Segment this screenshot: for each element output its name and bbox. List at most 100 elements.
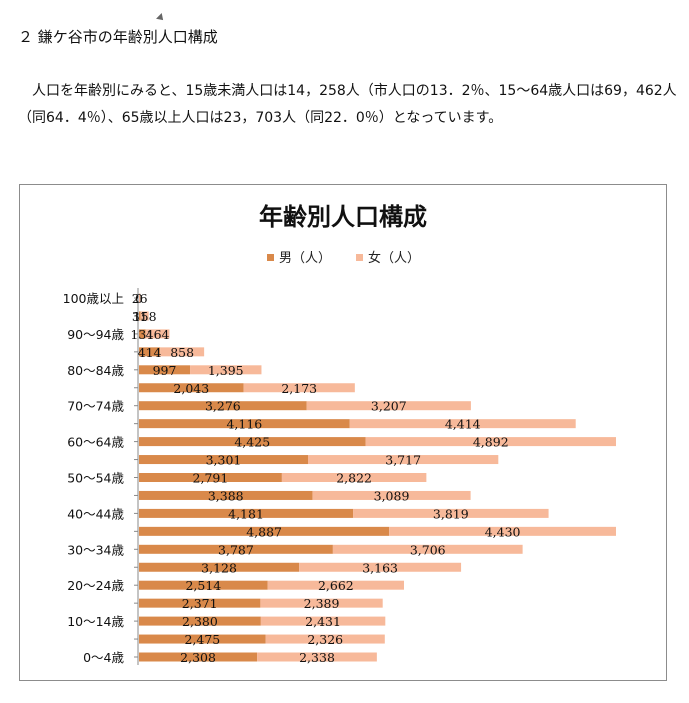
bar-female	[257, 652, 377, 662]
mouse-cursor-icon	[156, 13, 166, 23]
bar-male	[139, 580, 268, 590]
intro-paragraph: 人口を年齢別にみると、15歳未満人口は14，258人（市人口の13．2％、15〜…	[18, 83, 677, 126]
bar-male	[139, 329, 146, 339]
bar-female	[265, 634, 385, 644]
bar-male	[139, 419, 350, 429]
legend-female-label: 女（人）	[368, 250, 420, 266]
bar-female	[306, 401, 471, 411]
bar-male	[139, 347, 161, 357]
legend-male-swatch	[267, 254, 274, 261]
data-label-male: 4,887	[246, 524, 282, 539]
data-label-male: 4,425	[234, 435, 270, 450]
category-label: 60〜64歳	[67, 435, 124, 450]
bar-female	[145, 329, 170, 339]
bar-female	[365, 437, 616, 447]
data-label-male: 414	[138, 345, 162, 360]
bar-female	[389, 526, 616, 536]
category-label: 100歳以上	[63, 291, 124, 306]
bar-female	[260, 616, 386, 626]
data-label-female: 2,326	[307, 632, 343, 647]
bar-female	[139, 293, 141, 303]
data-label-female: 1,395	[208, 363, 244, 378]
bar-male	[139, 311, 141, 321]
category-label: 90〜94歳	[67, 327, 124, 342]
bar-male	[139, 598, 261, 608]
bar-female	[353, 508, 549, 518]
data-label-male: 2,791	[193, 471, 229, 486]
bar-male	[139, 508, 354, 518]
bar-female	[281, 473, 427, 482]
data-label-male: 2,043	[173, 381, 209, 396]
bar-female	[160, 347, 205, 357]
data-label-male: 2,514	[185, 578, 221, 593]
data-label-female: 464	[146, 327, 170, 342]
bar-female	[312, 490, 471, 500]
category-label: 80〜84歳	[67, 363, 124, 378]
bar-male	[139, 365, 191, 375]
bar-male	[139, 383, 244, 393]
data-label-female: 3,706	[410, 542, 446, 557]
data-label-male: 997	[153, 363, 177, 378]
chart-title: 年齢別人口構成	[259, 202, 427, 231]
data-label-female: 2,173	[281, 381, 317, 396]
bar-female	[299, 562, 462, 572]
category-label: 0〜4歳	[83, 650, 124, 665]
bar-male	[139, 455, 309, 465]
data-label-male: 2,380	[182, 614, 218, 629]
data-label-female: 2,822	[336, 471, 372, 486]
data-label-male: 3,276	[205, 399, 241, 414]
data-label-female: 3,163	[362, 560, 398, 575]
data-label-female: 3,819	[433, 506, 469, 521]
category-label: 40〜44歳	[67, 506, 124, 521]
data-label-female: 158	[133, 309, 157, 324]
section-heading: ２ 鎌ケ谷市の年齢別人口構成	[18, 28, 218, 46]
legend: 男（人） 女（人）	[267, 250, 420, 266]
bar-female	[260, 598, 383, 608]
plot-area: 2,308 2,338 0〜4歳 2,475 2,326 2,380 2,431 10〜14歳…	[63, 288, 616, 665]
data-label-female: 4,430	[485, 524, 521, 539]
bar-female	[140, 311, 149, 321]
bar-female	[332, 544, 523, 554]
bar-female	[349, 419, 576, 429]
data-label-female: 2,389	[304, 596, 340, 611]
data-label-male: 0	[135, 291, 143, 306]
data-label-male: 4,116	[226, 417, 262, 432]
legend-male-label: 男（人）	[279, 251, 331, 266]
bar-male	[139, 437, 366, 447]
data-label-male: 31	[132, 309, 148, 324]
data-label-female: 4,414	[445, 417, 481, 432]
data-label-female: 858	[170, 345, 194, 360]
bar-female	[267, 580, 404, 590]
data-label-male: 3,388	[208, 488, 244, 503]
legend-female-swatch	[356, 254, 363, 261]
category-label: 50〜54歳	[67, 471, 124, 486]
bar-male	[139, 616, 261, 626]
data-label-male: 2,308	[180, 650, 216, 665]
data-label-male: 3,787	[218, 542, 254, 557]
data-label-male: 2,475	[184, 632, 220, 647]
category-label: 10〜14歳	[67, 614, 124, 629]
category-label: 20〜24歳	[67, 578, 124, 593]
bar-male	[139, 544, 333, 554]
chart-container: 年齢別人口構成 男（人） 女（人） 2,308 2,338 0〜4歳 2,475 2,3…	[19, 184, 667, 681]
data-label-female: 3,089	[374, 488, 410, 503]
bar-female	[308, 455, 499, 465]
data-label-male: 2,371	[182, 596, 218, 611]
data-label-female: 3,207	[371, 399, 407, 414]
bar-male	[139, 401, 307, 411]
data-label-male: 3,301	[206, 453, 242, 468]
bar-female	[190, 365, 262, 375]
category-label: 70〜74歳	[67, 399, 124, 414]
data-label-female: 2,662	[318, 578, 354, 593]
data-label-female: 3,717	[385, 453, 421, 468]
bar-male	[139, 562, 300, 572]
bar-male	[139, 634, 266, 644]
bar-female	[243, 383, 355, 393]
data-label-female: 2,431	[305, 614, 341, 629]
bar-male	[139, 490, 313, 500]
data-label-male: 4,181	[228, 506, 264, 521]
category-label: 30〜34歳	[67, 542, 124, 557]
data-label-female: 26	[132, 291, 148, 306]
bar-male	[139, 652, 258, 662]
